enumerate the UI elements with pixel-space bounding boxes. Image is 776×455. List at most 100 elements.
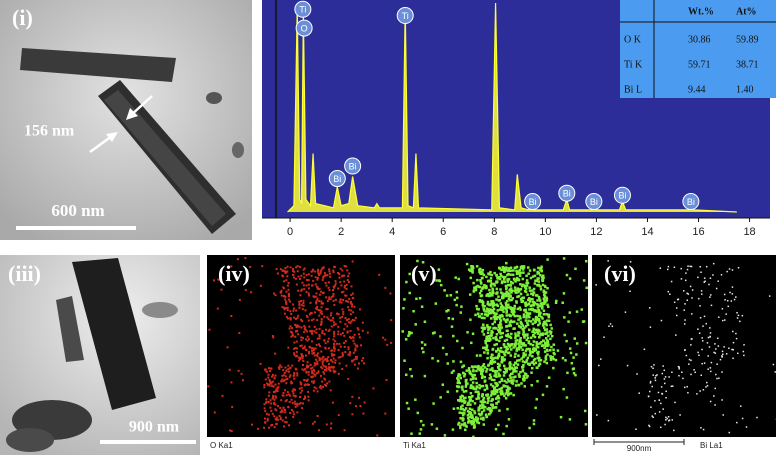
map-pixel <box>489 277 493 280</box>
map-pixel <box>471 374 474 378</box>
map-pixel <box>516 339 519 342</box>
map-pixel <box>432 402 435 405</box>
map-pixel <box>525 316 528 319</box>
map-pixel <box>284 298 287 301</box>
map-pixel <box>403 298 406 301</box>
map-pixel <box>208 328 211 331</box>
map-pixel <box>535 303 538 306</box>
map-pixel <box>353 319 356 322</box>
map-pixel <box>710 304 713 307</box>
map-pixel <box>502 317 506 321</box>
map-pixel <box>687 293 690 295</box>
map-pixel <box>464 380 468 384</box>
map-pixel <box>505 370 508 373</box>
map-pixel <box>518 359 521 362</box>
map-pixel <box>273 401 276 404</box>
map-pixel <box>288 295 291 298</box>
map-pixel <box>321 330 324 333</box>
map-pixel <box>663 382 666 385</box>
map-pixel <box>564 359 567 362</box>
map-pixel <box>471 271 474 274</box>
map-pixel <box>459 405 463 409</box>
map-pixel <box>492 282 496 286</box>
map-pixel <box>318 357 321 360</box>
map-pixel <box>303 384 306 387</box>
map-pixel <box>328 268 331 271</box>
map-pixel <box>497 423 500 427</box>
map-pixel <box>737 266 740 269</box>
map-pixel <box>515 301 518 304</box>
map-pixel <box>284 411 287 414</box>
map-pixel <box>276 272 279 275</box>
map-pixel <box>259 284 262 287</box>
map-pixel <box>230 265 233 268</box>
map-pixel <box>509 287 513 290</box>
map-pixel <box>501 350 505 354</box>
map-pixel <box>509 336 513 340</box>
map-pixel <box>521 324 525 327</box>
map-pixel <box>291 331 294 334</box>
map-pixel <box>284 409 287 412</box>
map-pixel <box>320 366 323 369</box>
map-pixel <box>517 354 520 357</box>
map-pixel <box>492 291 495 295</box>
map-pixel <box>697 351 699 354</box>
table-cell: Ti K <box>624 59 643 70</box>
map-pixel <box>514 291 517 294</box>
map-pixel <box>299 358 302 361</box>
map-pixel <box>535 341 538 344</box>
map-pixel <box>332 295 335 298</box>
map-pixel <box>487 363 490 367</box>
map-pixel <box>701 293 703 295</box>
map-pixel <box>514 361 517 364</box>
map-pixel <box>302 347 305 350</box>
map-pixel <box>482 404 485 407</box>
map-pixel <box>306 339 309 342</box>
map-pixel <box>265 412 268 415</box>
scale-bar-label: 900nm <box>627 444 652 453</box>
map-pixel <box>494 371 497 375</box>
map-pixel <box>709 327 711 329</box>
map-pixel <box>496 357 499 360</box>
map-pixel <box>325 369 328 372</box>
map-pixel <box>447 316 451 320</box>
map-pixel <box>249 265 252 268</box>
map-pixel <box>285 382 288 385</box>
map-pixel <box>314 270 317 273</box>
map-pixel <box>466 403 469 407</box>
map-pixel <box>263 407 266 410</box>
map-pixel <box>482 327 485 331</box>
map-pixel <box>347 346 350 349</box>
map-pixel <box>281 410 284 413</box>
table-header: Wt.% <box>688 6 714 17</box>
map-pixel <box>288 327 291 330</box>
map-pixel <box>486 314 489 317</box>
map-pixel <box>507 297 511 301</box>
map-pixel <box>485 367 489 371</box>
map-pixel <box>485 384 488 387</box>
map-pixel <box>507 393 510 397</box>
map-pixel <box>286 265 289 268</box>
map-pixel <box>361 329 364 332</box>
map-pixel <box>501 275 505 279</box>
map-pixel <box>307 319 310 322</box>
map-pixel <box>284 271 287 274</box>
map-pixel <box>510 291 513 294</box>
map-pixel <box>514 334 518 338</box>
map-pixel <box>523 361 527 364</box>
map-pixel <box>580 308 584 311</box>
x-tick-label: 0 <box>287 226 293 238</box>
map-pixel <box>535 345 538 348</box>
map-pixel <box>518 344 521 348</box>
map-pixel <box>288 424 291 427</box>
map-pixel <box>320 387 323 390</box>
map-pixel <box>314 311 317 314</box>
map-pixel <box>476 278 479 282</box>
map-pixel <box>479 271 482 274</box>
map-pixel <box>534 348 538 352</box>
map-pixel <box>284 375 287 378</box>
map-pixel <box>536 351 539 354</box>
map-pixel <box>492 357 495 360</box>
map-pixel <box>318 314 321 317</box>
map-pixel <box>285 307 288 310</box>
